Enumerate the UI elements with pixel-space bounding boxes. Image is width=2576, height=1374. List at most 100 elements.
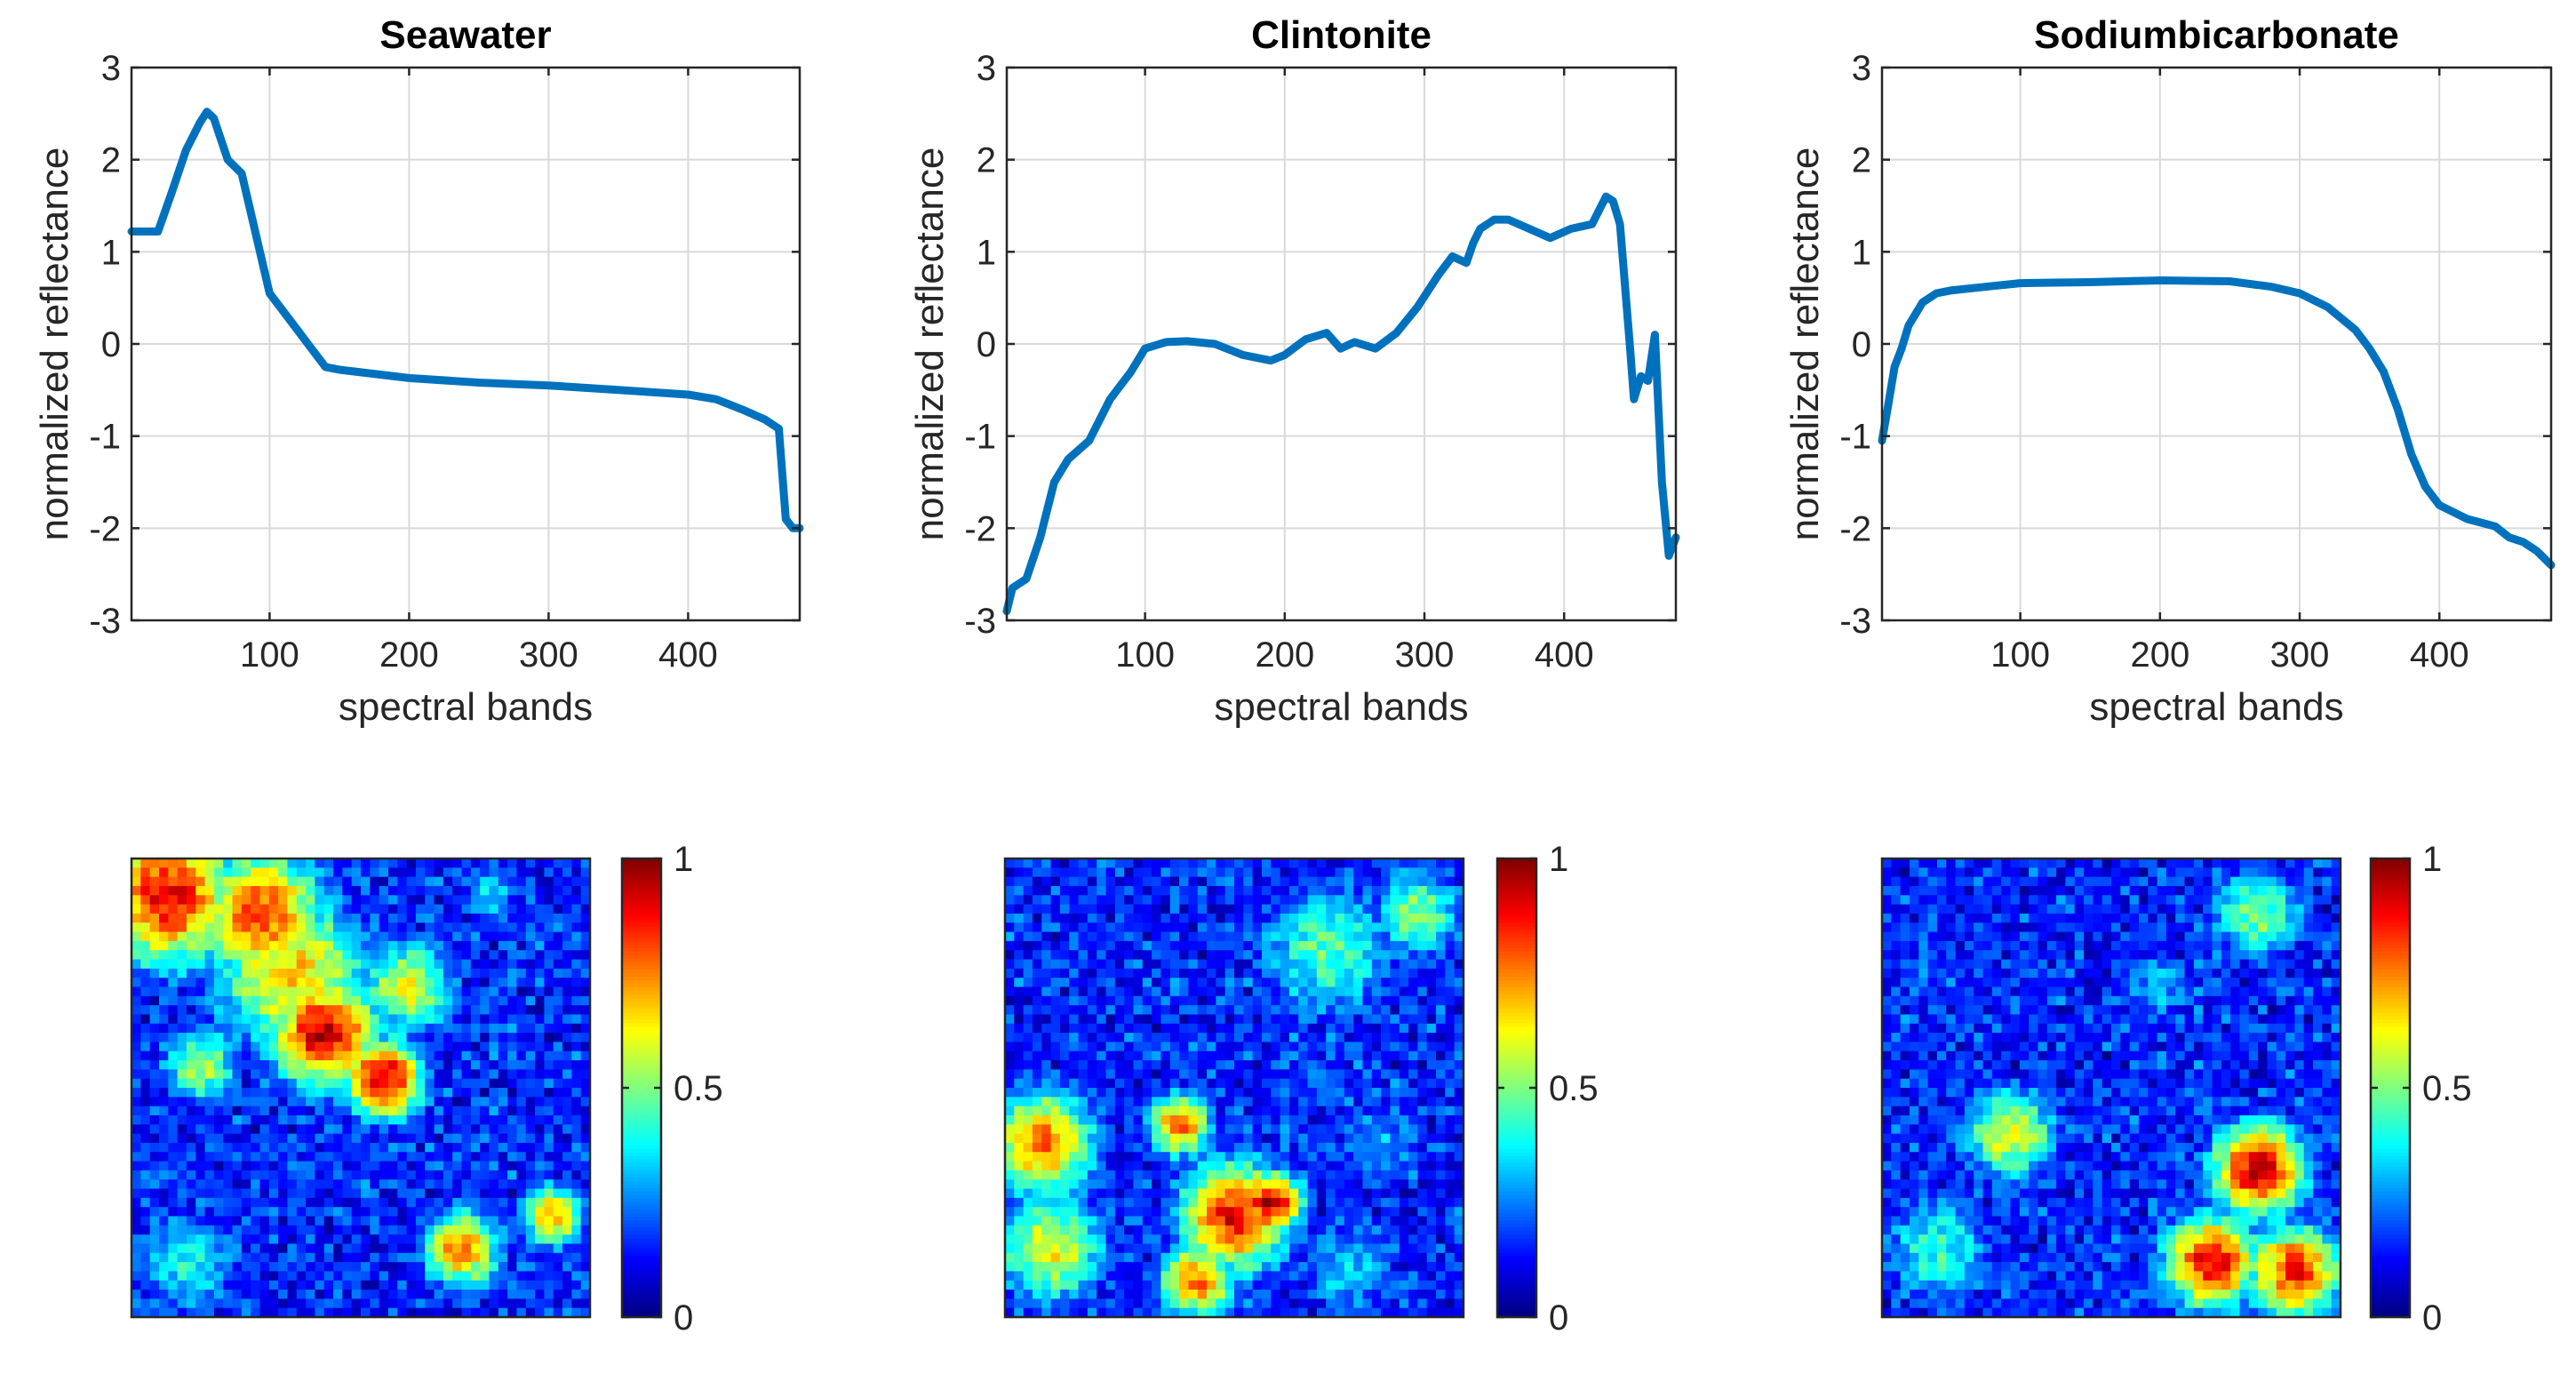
heatmap-cell [1078,904,1089,915]
heatmap-cell [158,876,169,887]
heatmap-cell [1197,1170,1208,1180]
heatmap-cell [379,923,389,933]
heatmap-cell [1114,1207,1125,1218]
heatmap-cell [259,1252,270,1263]
heatmap-cell [315,968,325,979]
heatmap-cell [1445,913,1455,923]
heatmap-cell [480,995,490,1006]
xtick-label: 100 [240,635,299,675]
heatmap-cell [489,1290,499,1299]
heatmap-cell [387,1197,398,1208]
heatmap-cell [268,1188,279,1199]
heatmap-cell [580,1124,591,1135]
heatmap-cell [177,959,187,970]
heatmap-cell [351,1142,362,1153]
heatmap-cell [397,923,408,933]
heatmap-cell [278,1216,289,1226]
heatmap-cell [1362,1005,1373,1016]
heatmap-cell [516,1216,527,1226]
heatmap-cell [571,1152,582,1162]
heatmap-cell [452,1216,463,1226]
heatmap-cell [489,1142,499,1153]
heatmap-cell [315,1014,325,1025]
heatmap-cell [443,1161,453,1171]
heatmap-cell [544,1124,554,1135]
heatmap-cell [1069,1188,1080,1199]
heatmap-cell [241,950,251,961]
heatmap-cell [1280,987,1290,997]
heatmap-cell [251,1170,261,1180]
heatmap-cell [1390,1243,1400,1254]
heatmap-cell [379,1280,389,1290]
heatmap-cell [1316,1234,1327,1245]
heatmap-cell [1288,1161,1299,1171]
heatmap-cell [259,1225,270,1235]
heatmap-cell [1188,859,1199,868]
colorbar-stop [622,1245,661,1250]
heatmap-cell [535,895,545,906]
heatmap-cell [1152,895,1162,906]
heatmap-cell [1087,1069,1097,1080]
heatmap-cell [1097,1225,1107,1235]
heatmap-cell [1381,913,1392,923]
heatmap-cell [177,859,187,868]
heatmap-cell [158,1298,169,1309]
heatmap-cell [1271,1088,1281,1098]
heatmap-cell [415,1014,426,1025]
heatmap-cell [553,1243,563,1254]
heatmap-cell [571,1280,582,1290]
heatmap-cell [241,1042,251,1052]
heatmap-cell [1188,1225,1199,1235]
heatmap-cell [1280,885,1290,896]
heatmap-cell [1207,968,1216,979]
heatmap-cell [1335,1050,1345,1061]
heatmap-cell [1371,1252,1382,1263]
heatmap-cell [507,959,518,970]
heatmap-cell [1316,1097,1327,1107]
heatmap-cell [562,1060,572,1070]
heatmap-cell [553,1097,563,1107]
xtick-label: 300 [2270,635,2330,675]
heatmap-cell [333,1060,343,1070]
heatmap-cell [1059,978,1070,988]
heatmap-cell [1271,1170,1281,1180]
heatmap-cell [470,1069,481,1080]
heatmap-cell [1344,1170,1354,1180]
heatmap-cell [1005,1188,1015,1199]
heatmap-cell [1050,1097,1061,1107]
heatmap-cell [1160,1005,1171,1016]
heatmap-cell [1169,1042,1180,1052]
heatmap-cell [296,1188,307,1199]
heatmap-cell [1298,923,1309,933]
heatmap-cell [1216,1234,1226,1245]
heatmap-cell [1288,1207,1299,1218]
heatmap-cell [1087,1106,1097,1116]
heatmap-cell [186,1023,196,1034]
heatmap-cell [1224,1050,1235,1061]
colorbar-stop [622,937,661,942]
heatmap-cell [1023,1243,1033,1254]
heatmap-cell [287,959,298,970]
heatmap-cell [1142,1207,1152,1218]
heatmap-cell [1362,1106,1373,1116]
heatmap-cell [461,1042,472,1052]
heatmap-cell [140,1133,151,1144]
heatmap-cell [204,1197,215,1208]
heatmap-cell [306,1262,315,1272]
heatmap-cell [1059,1124,1070,1135]
heatmap-cell [315,1243,325,1254]
heatmap-cell [1188,1124,1199,1135]
heatmap-cell [562,987,572,997]
heatmap-cell [351,1252,362,1263]
heatmap-cell [379,1069,389,1080]
heatmap-cell [342,1124,353,1135]
heatmap-cell [535,995,545,1006]
heatmap-cell [498,1262,508,1272]
heatmap-cell [1005,1050,1015,1061]
heatmap-cell [306,1170,315,1180]
heatmap-cell [186,1298,196,1309]
heatmap-cell [1335,859,1345,868]
heatmap-cell [480,1262,490,1272]
heatmap-cell [498,1290,508,1299]
heatmap-cell [140,968,151,979]
